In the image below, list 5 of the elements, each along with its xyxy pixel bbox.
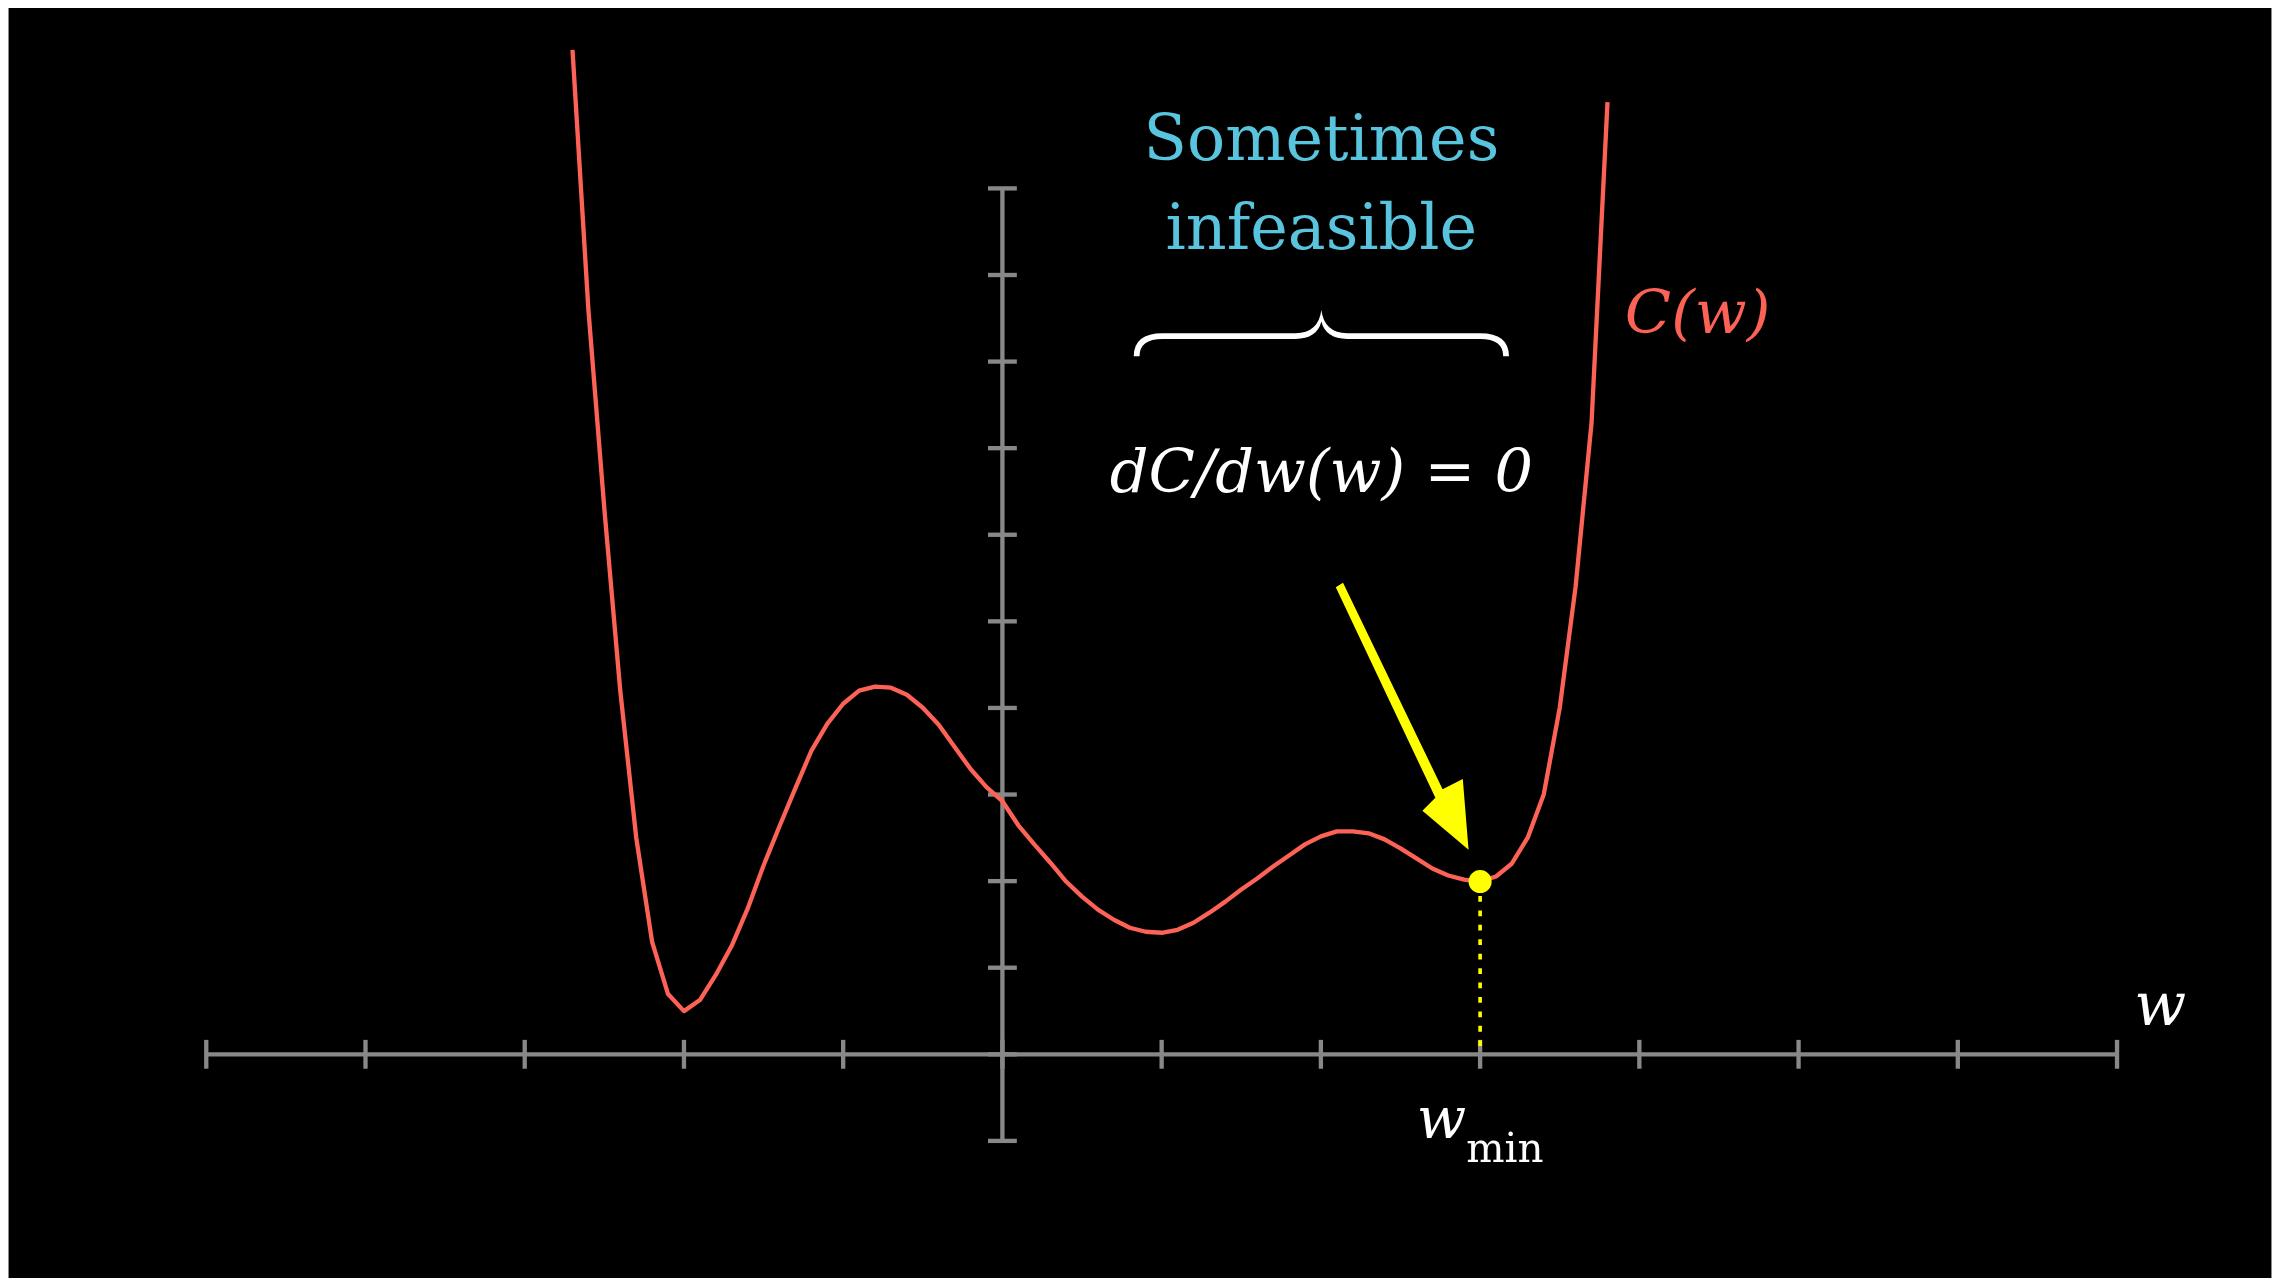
annotation: Sometimes infeasible [1143,100,1500,265]
annotation: dC/dw(w) = 0 [1109,435,1534,506]
x-axis-title: w [2134,969,2187,1040]
text: w$_{min}$ [1416,1084,1544,1173]
series-label: C(w) [1624,276,1771,347]
